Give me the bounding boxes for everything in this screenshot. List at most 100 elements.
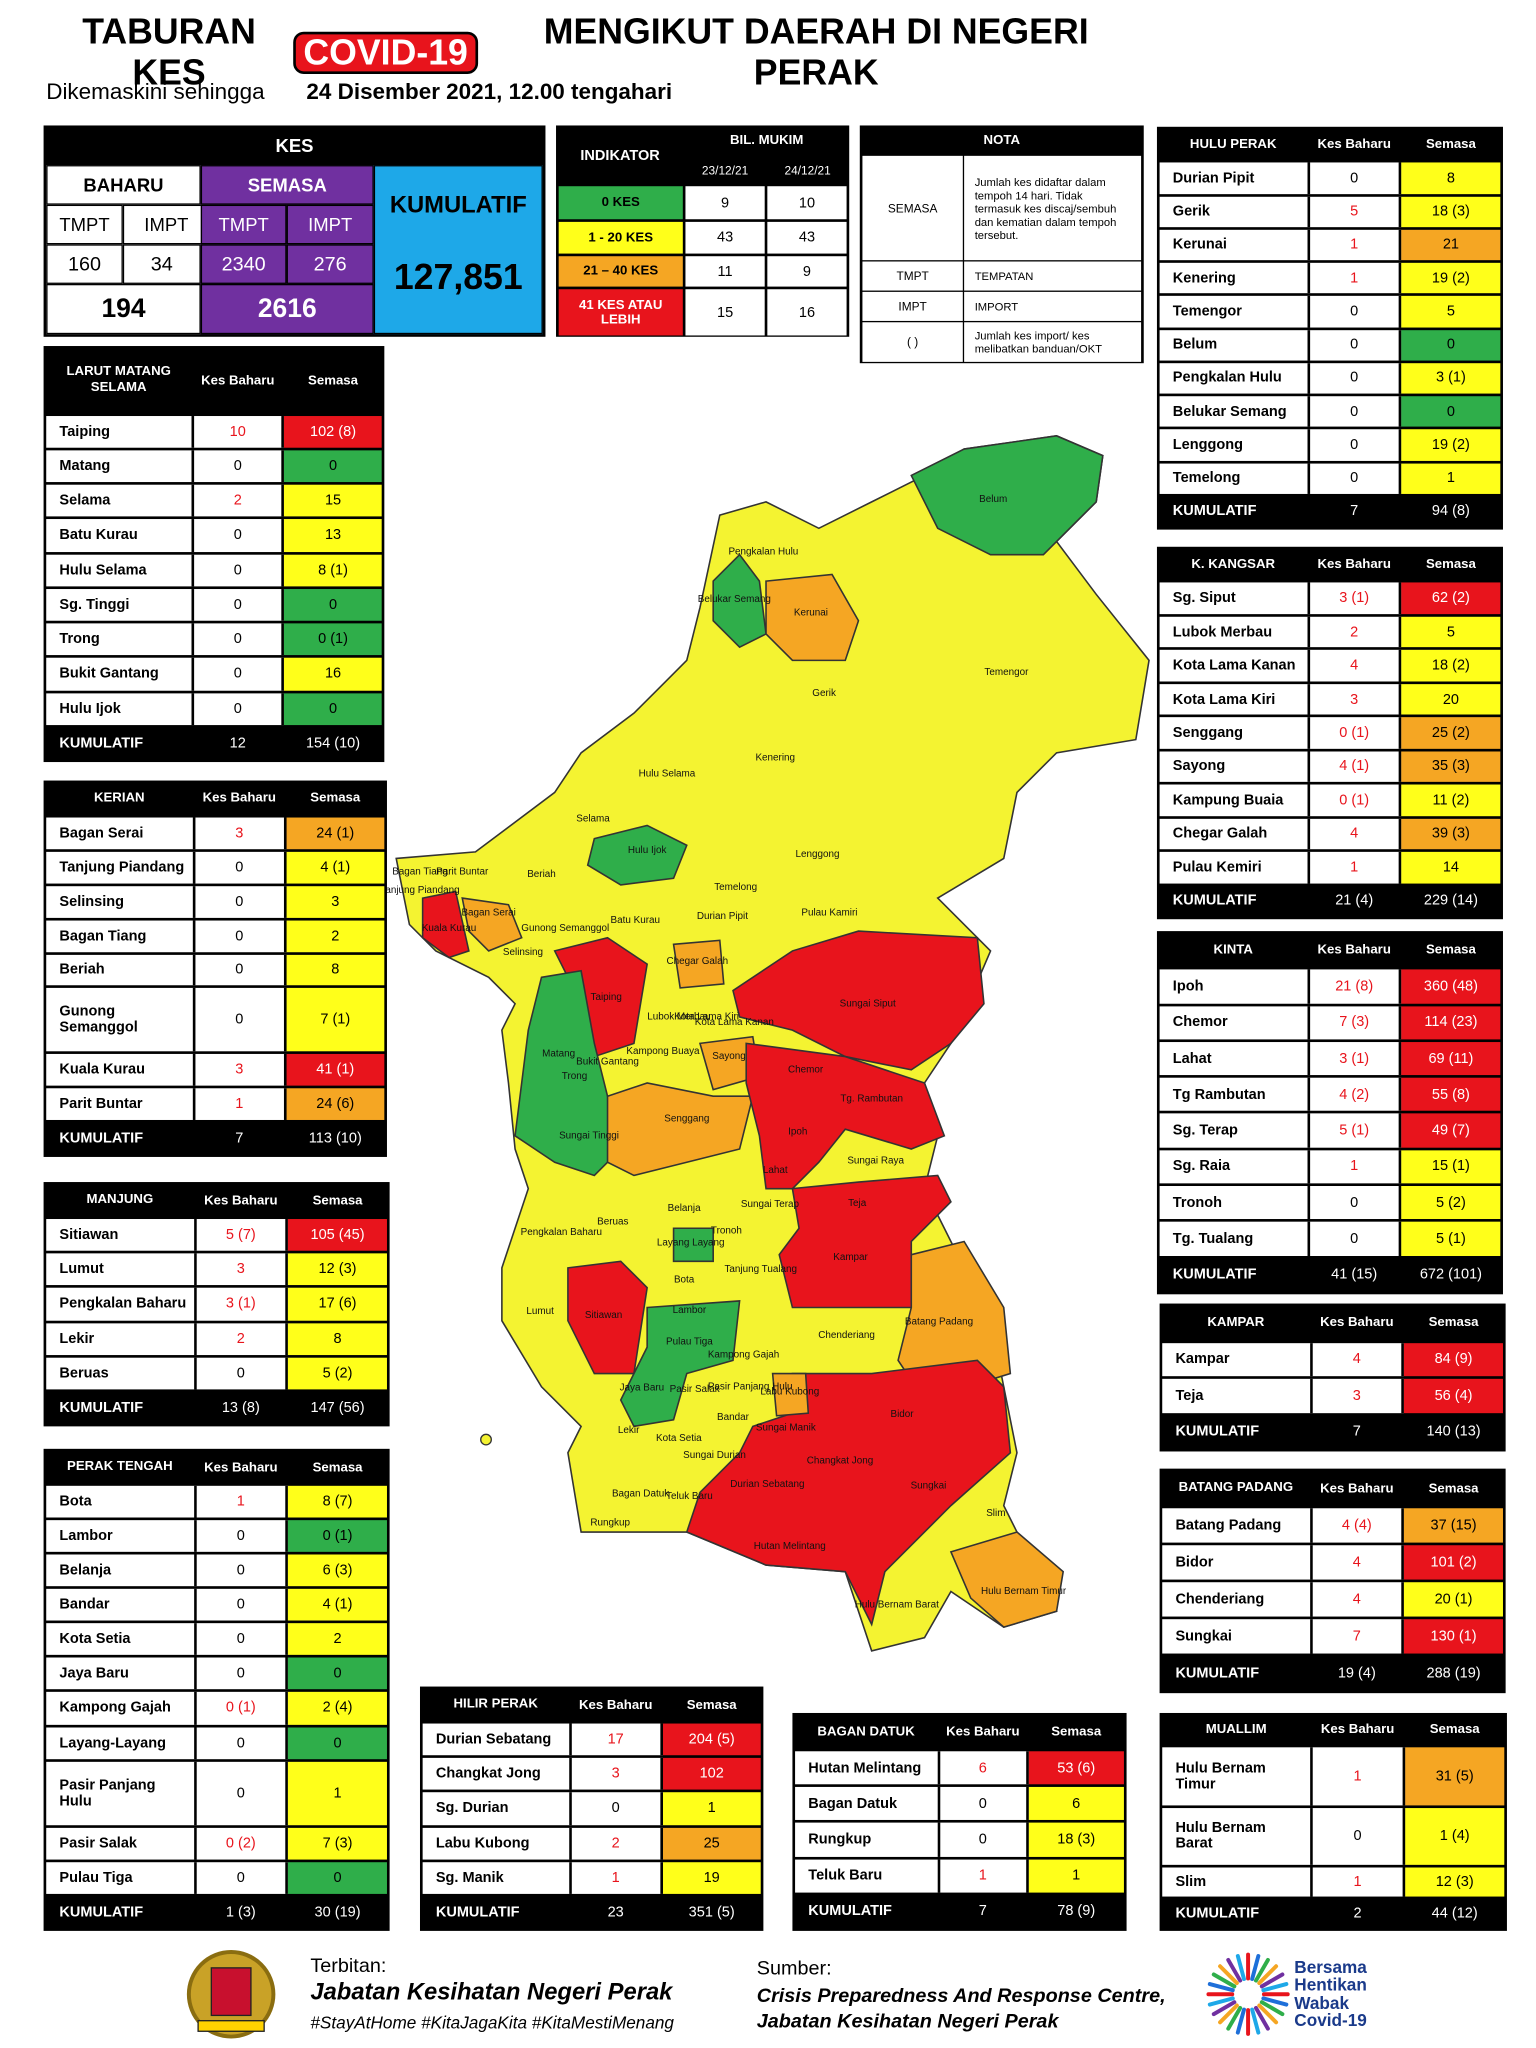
new-cases: 4 [1309,818,1402,850]
logo-ray [1261,1996,1289,2007]
indicator-value: 10 [767,186,847,220]
summary-value: 160 [46,244,123,284]
active-cases: 14 [1401,851,1501,883]
district-row: Temelong 0 1 [1159,462,1501,494]
place-name: Lahat [1159,1041,1310,1076]
new-cases: 0 [196,1357,289,1390]
new-cases: 0 [1309,296,1402,327]
crest-band [197,2020,265,2032]
map-region [672,939,725,989]
active-cases: 3 [286,885,385,918]
nota-term: TMPT [862,261,963,291]
map-label: Gerik [812,688,836,699]
logo-ray [1226,1957,1243,1983]
map-label: Kota Lama Kanan [695,1017,774,1028]
district-row: Bandar 0 4 (1) [46,1589,387,1621]
district-table: BATANG PADANG Kes Baharu Semasa Batang Pada… [1159,1468,1506,1694]
map-label: Durian Sebatang [730,1479,804,1490]
map-label: Belanja [668,1203,701,1214]
place-name: Hulu Ijok [46,692,194,725]
place-name: Trong [46,623,194,656]
active-cases: 0 [288,1726,387,1759]
new-cases: 0 [193,450,285,483]
indicator-date: 24/12/21 [784,163,831,177]
map-label: Bagan Tiang [392,866,448,877]
column-header: Kes Baharu [194,783,287,815]
active-cases: 25 (2) [1401,717,1501,749]
column-header: Kes Baharu [1309,549,1402,581]
district-row: Chemor 7 (3) 114 (23) [1159,1005,1501,1040]
map-label: Kerunai [794,607,828,618]
active-cases: 5 (2) [288,1357,387,1390]
total-row: KUMULATIF 13 (8) 147 (56) [46,1391,387,1424]
district-row: Sayong 4 (1) 35 (3) [1159,751,1501,783]
place-name: Bagan Datuk [795,1787,940,1821]
active-cases: 3 (1) [1401,362,1501,394]
map-label: Sungai Terap [741,1199,800,1210]
map-label: Bukit Gantang [576,1057,639,1068]
map-label: Sitiawan [585,1310,622,1321]
nota-definition: IMPORT [964,291,1142,321]
new-cases: 0 [196,1761,289,1825]
active-cases: 18 (3) [1401,196,1501,227]
place-name: Pengkalan Baharu [46,1288,197,1321]
place-name: Sg. Siput [1159,583,1310,615]
column-header: Semasa [288,1184,387,1217]
indicator-value: 9 [767,256,847,287]
map-label: Lahat [763,1165,788,1176]
active-cases: 31 (5) [1405,1747,1505,1805]
total-value: 7 [1312,1415,1405,1449]
active-cases: 0 [288,1657,387,1690]
place-name: Durian Sebatang [422,1723,572,1756]
district-row: Labu Kubong 2 25 [422,1827,761,1860]
map-label: Parit Buntar [436,866,489,877]
active-cases: 35 (3) [1401,751,1501,783]
active-cases: 4 (1) [288,1589,387,1621]
district-table: K. KANGSAR Kes Baharu Semasa Sg. Siput 3 (1)… [1156,546,1503,920]
active-cases: 0 [284,588,382,621]
logo-text: Hentikan [1294,1974,1367,1995]
district-row: Kampung Buaia 0 (1) 11 (2) [1159,784,1501,816]
total-row: KUMULATIF 7 113 (10) [46,1122,385,1155]
map-region [461,897,523,952]
new-cases: 1 [1312,1747,1406,1805]
district-row: Kampong Gajah 0 (1) 2 (4) [46,1692,387,1725]
new-cases: 3 (1) [1309,1041,1402,1076]
map-label: Pasir Salak [670,1384,720,1395]
district-row: Sg. Tinggi 0 0 [46,588,382,621]
place-name: Kota Lama Kanan [1159,650,1310,682]
new-cases: 0 [196,1554,289,1587]
district-table: MANJUNG Kes Baharu Semasa Sitiawan 5 (7) 105 … [43,1182,390,1427]
new-cases: 5 (7) [196,1219,289,1252]
place-name: Kota Setia [46,1623,197,1656]
new-cases: 0 [571,1792,663,1825]
map-label: Ipoh [788,1126,807,1137]
new-cases: 0 [193,658,285,691]
district-row: Tanjung Piandang 0 4 (1) [46,851,385,884]
district-row: Gerik 5 18 (3) [1159,196,1501,227]
place-name: Sg. Manik [422,1861,572,1894]
total-value: 288 (19) [1404,1656,1503,1691]
logo-ray [1207,1982,1235,1993]
source: Jabatan Kesihatan Negeri Perak [756,2009,1059,2032]
active-cases: 101 (2) [1404,1545,1503,1580]
map-label: Kampong Gajah [708,1350,779,1361]
logo-ray [1259,2000,1285,2017]
place-name: Durian Pipit [1159,162,1310,194]
total-row: KUMULATIF 41 (15) 672 (101) [1159,1258,1501,1292]
total-label: KUMULATIF [1162,1656,1313,1691]
map-region [685,1359,1012,1627]
district-row: Durian Sebatang 17 204 (5) [422,1723,761,1756]
place-name: Tg Rambutan [1159,1077,1310,1112]
district-row: Belanja 0 6 (3) [46,1554,387,1587]
district-title: HILIR PERAK [422,1689,572,1722]
place-name: Bagan Tiang [46,920,195,952]
new-cases: 4 [1312,1545,1405,1580]
active-cases: 55 (8) [1401,1077,1501,1112]
place-name: Belum [1159,329,1310,361]
new-cases: 0 [1309,396,1402,427]
district-table: BAGAN DATUK Kes Baharu Semasa Hutan Melinta… [792,1712,1127,1931]
kumulatif-total: 127,851 [393,256,523,297]
active-cases: 8 [286,954,385,986]
